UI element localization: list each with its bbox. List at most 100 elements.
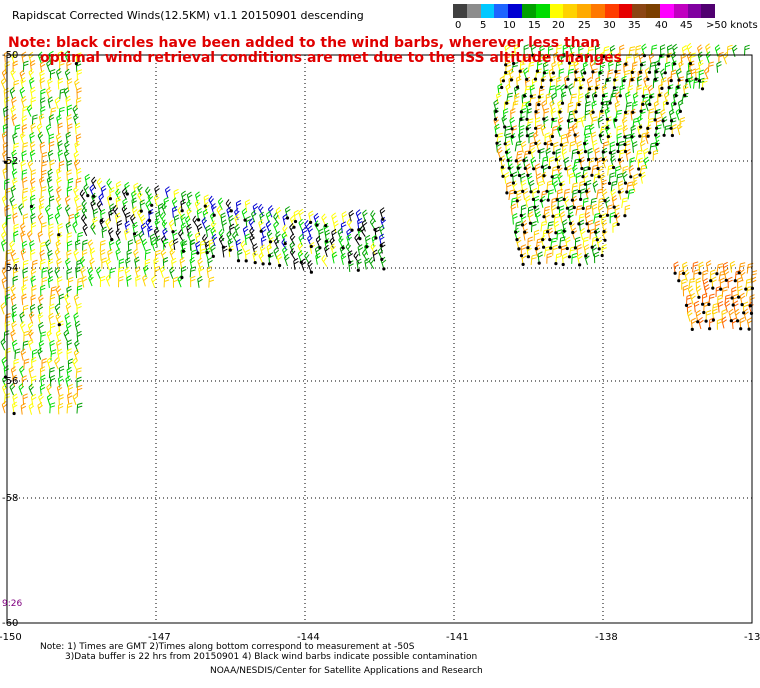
wind-barb bbox=[251, 210, 257, 223]
colorbar-swatch bbox=[521, 4, 536, 18]
contamination-dot bbox=[267, 254, 271, 258]
wind-barb bbox=[47, 96, 54, 109]
wind-barb bbox=[12, 132, 18, 145]
contamination-dot bbox=[669, 119, 674, 123]
wind-barb bbox=[39, 77, 46, 90]
wind-barb bbox=[38, 203, 45, 216]
wind-barb bbox=[576, 244, 582, 256]
wind-barb bbox=[240, 240, 246, 253]
lat-tick-label: -50 bbox=[2, 50, 18, 61]
wind-barb bbox=[82, 239, 88, 251]
wind-barb bbox=[140, 222, 147, 235]
contamination-dot bbox=[574, 110, 578, 114]
wind-barb bbox=[144, 248, 151, 260]
contamination-dot bbox=[212, 213, 216, 217]
contamination-dot bbox=[525, 134, 530, 138]
wind-barb bbox=[192, 215, 199, 228]
wind-barb bbox=[47, 213, 54, 226]
contamination-dot bbox=[504, 150, 509, 154]
wind-barb bbox=[218, 235, 225, 248]
contamination-dot bbox=[623, 149, 628, 154]
wind-barb bbox=[252, 243, 258, 256]
contamination-dot bbox=[542, 117, 546, 121]
contamination-dot bbox=[673, 102, 677, 106]
wind-barb bbox=[45, 123, 52, 136]
wind-barb bbox=[115, 180, 122, 193]
contamination-dot bbox=[624, 110, 628, 114]
contamination-dot bbox=[573, 246, 578, 250]
contamination-dot bbox=[736, 319, 740, 323]
wind-barb bbox=[587, 147, 593, 160]
wind-barb bbox=[115, 188, 121, 201]
contamination-dot bbox=[29, 204, 34, 208]
contamination-dot bbox=[382, 267, 386, 271]
wind-barb bbox=[22, 259, 29, 271]
wind-barb bbox=[636, 75, 643, 88]
wind-barb bbox=[194, 231, 201, 244]
contamination-dot bbox=[540, 165, 544, 169]
contamination-dot bbox=[92, 194, 96, 198]
contamination-dot bbox=[638, 134, 642, 138]
axis-labels: -150 -147 -144 -141 -138 -135 -50 -52 -54 -56 -58 -… bbox=[0, 50, 760, 643]
wind-barb bbox=[11, 158, 18, 171]
wind-barb bbox=[20, 402, 27, 415]
contamination-dot bbox=[566, 77, 570, 81]
wind-barb bbox=[163, 238, 169, 251]
wind-barb bbox=[552, 244, 558, 256]
wind-barb bbox=[54, 212, 61, 225]
wind-barb bbox=[30, 96, 36, 109]
wind-barb bbox=[38, 393, 44, 406]
wind-barb bbox=[636, 84, 642, 96]
contamination-dot bbox=[597, 175, 601, 179]
wind-barb bbox=[591, 164, 599, 176]
wind-barb bbox=[21, 95, 27, 109]
contamination-dot bbox=[549, 246, 553, 250]
wind-barb bbox=[40, 88, 46, 100]
wind-barb bbox=[556, 229, 563, 241]
contamination-dot bbox=[3, 160, 7, 164]
contamination-dot bbox=[503, 125, 507, 129]
wind-barb bbox=[571, 182, 579, 194]
wind-barb bbox=[30, 194, 36, 207]
contamination-dot bbox=[517, 247, 521, 251]
contamination-dot bbox=[748, 304, 752, 308]
contamination-dot bbox=[515, 85, 520, 89]
colorbar-swatch bbox=[687, 4, 702, 18]
contamination-dot bbox=[533, 205, 537, 209]
wind-barb bbox=[593, 251, 600, 264]
wind-barb bbox=[115, 228, 122, 241]
wind-barb bbox=[690, 317, 697, 330]
contamination-dot bbox=[581, 175, 585, 179]
wind-barb bbox=[67, 392, 73, 405]
lon-tick-label: -135 bbox=[744, 632, 760, 643]
contamination-dot bbox=[661, 119, 665, 123]
contamination-dot bbox=[662, 133, 666, 137]
contamination-dot bbox=[660, 86, 664, 90]
wind-barb bbox=[106, 194, 113, 207]
wind-barb bbox=[37, 131, 44, 144]
wind-barb bbox=[721, 286, 728, 298]
colorbar-label: 0 bbox=[455, 20, 462, 31]
wind-barb bbox=[526, 108, 532, 120]
wind-barb bbox=[11, 113, 17, 127]
wind-barb bbox=[21, 284, 27, 297]
wind-barb bbox=[22, 195, 28, 208]
wind-barb bbox=[217, 197, 224, 210]
contamination-dot bbox=[181, 249, 186, 253]
wind-barb bbox=[258, 219, 264, 232]
wind-barb bbox=[67, 276, 74, 289]
wind-barb bbox=[13, 142, 19, 154]
wind-barb bbox=[14, 348, 21, 360]
wind-barb bbox=[522, 156, 529, 169]
wind-barb bbox=[537, 251, 544, 264]
wind-barb bbox=[545, 147, 551, 160]
wind-barb bbox=[73, 348, 80, 362]
contamination-dot bbox=[602, 229, 606, 234]
wind-barb bbox=[199, 240, 206, 252]
wind-barb bbox=[520, 140, 527, 153]
wind-barb bbox=[597, 116, 604, 129]
contamination-dot bbox=[564, 167, 568, 171]
wind-barb bbox=[74, 78, 80, 91]
wind-barb bbox=[11, 320, 17, 333]
contamination-dot bbox=[730, 296, 734, 300]
